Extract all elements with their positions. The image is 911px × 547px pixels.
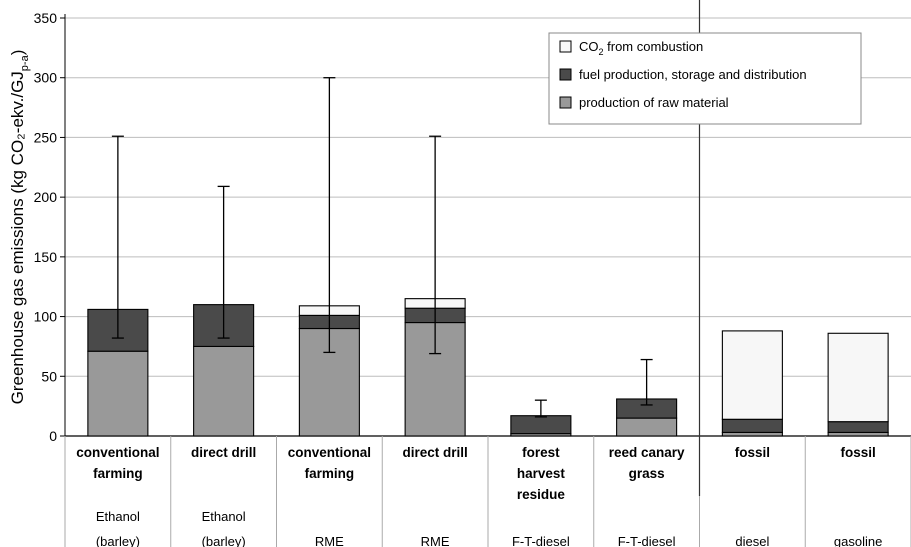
category-label: grass [629,466,665,481]
error-bars [111,77,653,418]
y-tick-label: 0 [49,428,57,444]
bar-segment [510,415,572,435]
y-axis-label: Greenhouse gas emissions (kg CO₂-ekv./GJ… [8,50,31,405]
y-tick-labels: 0 50 100 150 200 250 300 350 [34,10,58,444]
fuel-label: Ethanol [96,509,140,524]
category-label: direct drill [402,445,467,460]
fuel-label: Ethanol [202,509,246,524]
bar-segment [721,330,783,420]
fuel-label: RME [315,534,344,547]
fuel-label: gasoline [834,534,882,547]
y-tick-label: 350 [34,10,58,26]
category-label: direct drill [191,445,256,460]
fuel-label: diesel [735,534,769,547]
bars [87,298,889,437]
legend-swatch [559,96,572,109]
category-label: farming [305,466,355,481]
category-label: residue [517,487,566,502]
legend-swatch [559,40,572,53]
bar-segment [298,327,360,437]
category-label: farming [93,466,143,481]
category-label: conventional [76,445,159,460]
y-tick-label: 100 [34,309,58,325]
fuel-label: (barley) [202,534,246,547]
y-tick-label: 200 [34,189,58,205]
fuel-label: F-T-diesel [618,534,676,547]
bar-segment [721,418,783,433]
bar-segment [193,345,255,437]
legend-box [548,32,862,125]
bar-segment [616,417,678,437]
bar-segment [827,421,889,433]
category-label: harvest [517,466,566,481]
y-tick-label: 250 [34,129,58,145]
legend-label: CO2 from combustion [579,39,703,57]
fuel-label: (barley) [96,534,140,547]
category-labels: conventional farming Ethanol (barley) direct… [76,445,882,547]
legend-label: fuel production, storage and distributio… [579,67,807,82]
fuel-label: F-T-diesel [512,534,570,547]
legend-label: production of raw material [579,95,729,110]
y-tick-label: 150 [34,249,58,265]
legend: CO2 from combustion fuel production, stor… [548,32,862,125]
bar-segment [87,350,149,437]
category-label: conventional [288,445,371,460]
category-label: fossil [735,445,770,460]
category-label: forest [522,445,560,460]
category-label: reed canary [609,445,685,460]
fuel-label: RME [421,534,450,547]
y-tick-label: 300 [34,70,58,86]
y-tick-label: 50 [41,368,57,384]
bar-segment [827,332,889,423]
legend-swatch [559,68,572,81]
category-label: fossil [840,445,875,460]
